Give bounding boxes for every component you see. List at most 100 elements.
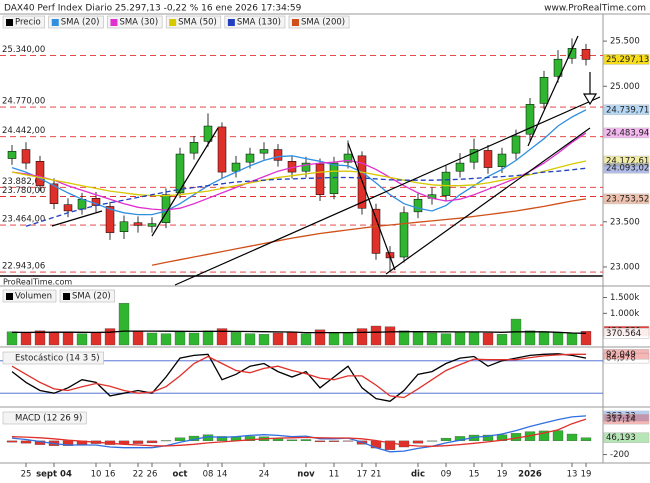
bar bbox=[552, 430, 564, 442]
level-label: 23.780,00 bbox=[2, 186, 45, 196]
level-label: 23.882,00 bbox=[2, 177, 45, 187]
trend-line bbox=[347, 142, 396, 271]
legend-item: SMA (130) bbox=[224, 15, 286, 29]
candle-body bbox=[329, 162, 339, 195]
bar bbox=[342, 440, 354, 442]
y-tick-label: -200 bbox=[610, 450, 629, 460]
x-tick-label: 2026 bbox=[518, 470, 542, 480]
candle-body bbox=[35, 161, 45, 186]
level-label: 23.464,00 bbox=[2, 215, 45, 225]
trend-line bbox=[527, 35, 579, 147]
candle-body bbox=[441, 171, 451, 196]
legend-item: Precio bbox=[2, 15, 45, 29]
legend-label: SMA (200) bbox=[301, 18, 345, 28]
arrow-head bbox=[582, 93, 598, 106]
bar bbox=[174, 331, 186, 346]
value-tag-label: 24.093,02 bbox=[606, 164, 649, 174]
bar bbox=[132, 331, 144, 346]
value-tag-label: 363,33 bbox=[606, 411, 636, 421]
candle-body bbox=[7, 151, 17, 159]
candle-body bbox=[399, 212, 409, 258]
bar bbox=[34, 330, 46, 346]
candle-body bbox=[455, 162, 465, 172]
level-label: 25.340,00 bbox=[2, 45, 45, 55]
legend-box bbox=[165, 15, 222, 29]
legend-item: SMA (200) bbox=[288, 15, 350, 29]
candle-body bbox=[217, 126, 227, 173]
bar bbox=[202, 330, 214, 346]
legend-swatch bbox=[6, 19, 13, 26]
bar bbox=[300, 439, 312, 442]
x-tick-label: 13 bbox=[567, 470, 578, 480]
candle-body bbox=[343, 153, 353, 163]
legend-box bbox=[2, 351, 104, 365]
candle-body bbox=[147, 223, 157, 227]
level-label: 22.943,06 bbox=[2, 262, 45, 272]
x-tick-label: 11 bbox=[329, 470, 340, 480]
bar bbox=[314, 440, 326, 443]
bar bbox=[482, 434, 494, 442]
series-line bbox=[11, 132, 587, 211]
bar bbox=[440, 437, 452, 442]
value-tag-label: 317,14 bbox=[606, 415, 636, 425]
bar bbox=[328, 332, 340, 346]
value-tag bbox=[603, 413, 650, 425]
bar bbox=[146, 332, 158, 346]
legend-swatch bbox=[6, 293, 13, 300]
candle-body bbox=[511, 135, 521, 154]
candle-body bbox=[105, 206, 115, 233]
x-tick-label: dic bbox=[411, 470, 425, 480]
x-tick-label: 16 bbox=[105, 470, 116, 480]
candle-body bbox=[483, 150, 493, 168]
bar bbox=[496, 334, 508, 346]
panel-frames bbox=[0, 13, 650, 464]
value-tag-label: 84,978 bbox=[606, 354, 636, 364]
candle-body bbox=[301, 162, 311, 172]
candle-body bbox=[189, 142, 199, 154]
value-tag bbox=[603, 349, 650, 360]
x-tick-label: 10 bbox=[91, 470, 102, 480]
y-tick-label: 25.500 bbox=[610, 37, 640, 47]
value-tag-label: 370.564 bbox=[606, 329, 641, 339]
level-label: 24.442,00 bbox=[2, 126, 45, 136]
bar bbox=[524, 330, 536, 346]
x-tick-label: oct bbox=[173, 470, 188, 480]
legend-label: Volumen bbox=[15, 292, 52, 302]
legend-label: Estocástico (14 3 5) bbox=[15, 354, 100, 364]
candle-body bbox=[315, 163, 325, 195]
bar bbox=[104, 328, 116, 346]
candle-body bbox=[21, 149, 31, 164]
bar bbox=[496, 434, 508, 442]
level-label: 24.770,00 bbox=[2, 97, 45, 107]
series-line bbox=[11, 353, 586, 399]
legend-item: SMA (20) bbox=[48, 15, 104, 29]
candle-body bbox=[553, 58, 563, 77]
x-tick-label: 21 bbox=[371, 470, 382, 480]
bar bbox=[160, 333, 172, 346]
bar bbox=[412, 331, 424, 346]
y-tick-label: 23.000 bbox=[610, 262, 640, 272]
value-tag bbox=[603, 155, 650, 167]
legend-item: MACD (12 26 9) bbox=[2, 411, 87, 425]
instrument-title: DAX40 Perf Index Diario 25.297,13 -0,22 … bbox=[4, 4, 302, 14]
y-tick-label: 23.500 bbox=[610, 217, 640, 227]
legend-swatch bbox=[227, 19, 235, 26]
bar bbox=[342, 332, 354, 346]
series-line bbox=[11, 330, 587, 334]
bar bbox=[426, 440, 438, 442]
legend-label: SMA (50) bbox=[178, 18, 217, 28]
legend-item: SMA (30) bbox=[107, 15, 163, 29]
bar bbox=[482, 332, 494, 346]
x-tick-label: 09 bbox=[441, 470, 452, 480]
candle-body bbox=[525, 104, 535, 135]
value-tag-label: 46,193 bbox=[606, 433, 636, 443]
legend-label: SMA (20) bbox=[61, 18, 100, 28]
legend-box bbox=[2, 15, 45, 29]
bar bbox=[454, 332, 466, 346]
bar bbox=[426, 332, 438, 346]
trend-line bbox=[385, 127, 591, 275]
bar bbox=[286, 331, 298, 346]
bar bbox=[328, 440, 340, 442]
bar bbox=[258, 334, 270, 346]
